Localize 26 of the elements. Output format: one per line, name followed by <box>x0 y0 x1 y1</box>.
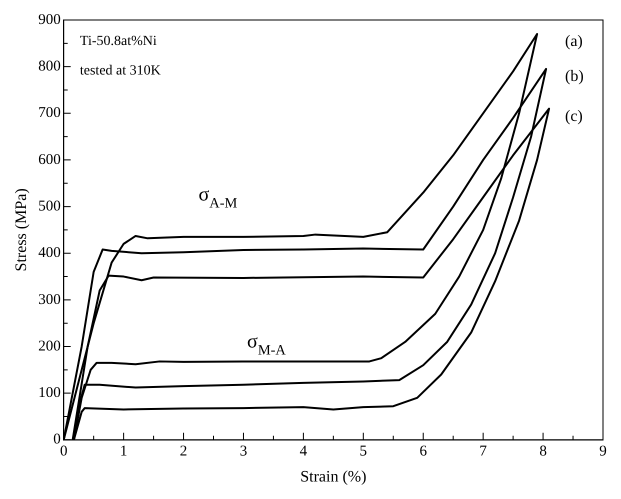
y-tick-label: 900 <box>38 12 61 28</box>
y-axis-title: Stress (MPa) <box>12 188 30 272</box>
series-label: (a) <box>565 33 583 50</box>
x-tick-label: 9 <box>599 444 607 460</box>
y-tick-label: 500 <box>38 198 61 215</box>
y-tick-label: 200 <box>38 338 61 354</box>
y-tick-label: 100 <box>38 385 61 402</box>
y-tick-label: 600 <box>38 152 61 168</box>
x-tick-label: 7 <box>479 444 488 460</box>
x-axis-title: Strain (%) <box>300 468 366 486</box>
y-tick-label: 400 <box>38 245 61 262</box>
annotation: Ti-50.8at%Ni <box>80 34 157 50</box>
x-tick-label: 3 <box>240 444 248 460</box>
x-tick-label: 1 <box>120 444 128 460</box>
y-tick-label: 0 <box>53 432 61 448</box>
y-tick-label: 300 <box>38 292 61 308</box>
y-tick-label: 700 <box>38 105 61 122</box>
series-label: (b) <box>565 68 584 86</box>
x-tick-label: 8 <box>539 444 547 460</box>
y-tick-label: 800 <box>38 58 61 75</box>
x-tick-label: 2 <box>180 444 188 460</box>
x-tick-label: 5 <box>360 444 368 460</box>
x-tick-label: 4 <box>300 444 308 460</box>
x-tick-label: 6 <box>419 444 428 460</box>
series-label: (c) <box>565 108 583 125</box>
annotation: tested at 310K <box>80 64 161 79</box>
